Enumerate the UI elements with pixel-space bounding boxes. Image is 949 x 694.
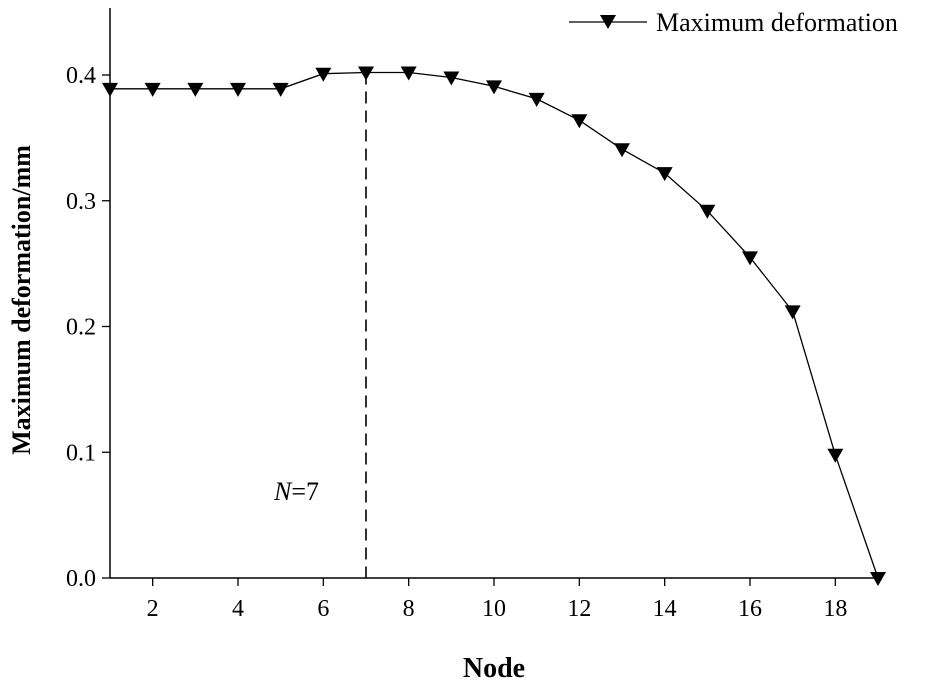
- legend: Maximum deformation: [569, 8, 898, 37]
- x-tick-label: 2: [147, 596, 159, 622]
- data-point-marker: [315, 67, 332, 82]
- annotation-italic-n: N: [273, 477, 293, 506]
- data-point-marker: [230, 82, 246, 97]
- series-line: [110, 71, 879, 579]
- data-point-marker: [102, 82, 118, 97]
- y-tick-label: 0.2: [66, 315, 96, 341]
- data-point-marker: [272, 82, 289, 97]
- x-tick-label: 10: [482, 596, 506, 622]
- legend-marker-icon: [600, 15, 616, 29]
- data-point-marker: [528, 92, 545, 107]
- annotation-value: =7: [291, 477, 319, 506]
- y-tick-label: 0.1: [66, 440, 96, 466]
- data-point-marker: [571, 114, 588, 129]
- x-tick-label: 12: [567, 596, 591, 622]
- x-tick-label: 8: [403, 596, 415, 622]
- x-tick-label: 18: [823, 596, 847, 622]
- y-tick-label: 0.3: [66, 189, 96, 215]
- data-point-marker: [144, 82, 161, 97]
- n7-annotation-label: N=7: [273, 477, 319, 506]
- data-point-marker: [870, 572, 886, 586]
- y-tick-label: 0.4: [66, 63, 96, 89]
- ticks: 2 4 6 8 10 12 14 16 18 0.0 0.1 0.2 0.3 0.4: [66, 63, 847, 622]
- data-point-marker: [486, 80, 502, 95]
- x-tick-label: 16: [738, 596, 762, 622]
- data-point-marker: [699, 204, 716, 219]
- data-point-marker: [443, 71, 460, 86]
- data-point-marker: [358, 66, 374, 81]
- y-axis-label: Maximum deformation/mm: [7, 145, 36, 455]
- data-point-marker: [656, 167, 673, 182]
- x-tick-label: 6: [317, 596, 329, 622]
- data-point-marker: [187, 82, 204, 97]
- data-point-marker: [614, 143, 630, 158]
- x-axis-label: Node: [463, 653, 525, 684]
- y-tick-label: 0.0: [66, 566, 96, 592]
- x-tick-label: 4: [232, 596, 244, 622]
- data-point-marker: [400, 66, 417, 81]
- data-point-marker: [827, 448, 844, 463]
- annotation: N=7: [273, 72, 367, 578]
- data-point-marker: [784, 305, 801, 320]
- series: [102, 66, 886, 586]
- x-tick-label: 14: [653, 596, 677, 622]
- data-point-marker: [742, 251, 758, 266]
- legend-label: Maximum deformation: [656, 8, 898, 37]
